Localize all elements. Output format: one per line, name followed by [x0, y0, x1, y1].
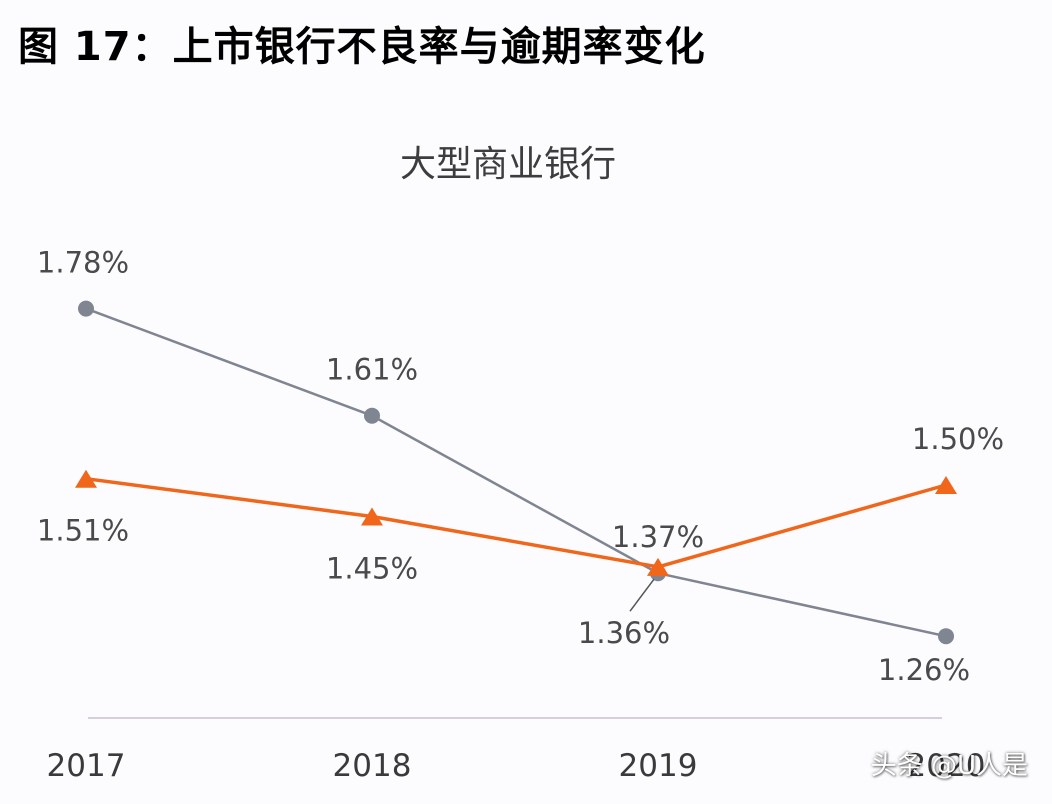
data-label-series-1-2018: 1.45%	[326, 552, 418, 586]
data-labels: 1.78% 1.61% 1.36% 1.26% 1.51% 1.45% 1.37% 1.50%	[37, 246, 1004, 688]
data-label-series-0-2018: 1.61%	[326, 353, 418, 387]
watermark-text: 头条 @U人是	[870, 751, 1028, 781]
series-lines	[85, 307, 947, 638]
series-0-point-2020	[938, 628, 954, 645]
series-line-1	[85, 476, 947, 569]
leader-line-2019	[629, 578, 655, 612]
data-label-series-0-2020: 1.26%	[878, 653, 970, 687]
series-1-point-2020	[935, 476, 957, 494]
data-label-series-1-2020: 1.50%	[912, 422, 1004, 456]
x-tick-label-2020: 2020	[907, 748, 986, 784]
data-label-series-0-2019: 1.36%	[578, 616, 670, 650]
series-line-0	[85, 307, 947, 638]
x-tick-label-2017: 2017	[47, 748, 126, 784]
x-tick-labels: 2017 2018 2019 2020	[47, 748, 986, 784]
series-1-point-2019	[647, 557, 669, 576]
figure-title: 图 17：上市银行不良率与逾期率变化	[18, 24, 706, 70]
chart-title: 大型商业银行	[400, 144, 616, 185]
data-label-series-0-2017: 1.78%	[37, 246, 129, 280]
series-1-point-2018	[361, 507, 383, 526]
x-tick-label-2018: 2018	[333, 748, 412, 784]
data-label-series-1-2017: 1.51%	[37, 514, 129, 548]
series-1-point-2017	[75, 469, 97, 488]
series-0-point-2018	[364, 407, 380, 424]
series-0-point-2017	[78, 300, 94, 317]
series-markers	[75, 300, 957, 645]
x-tick-label-2019: 2019	[619, 748, 698, 784]
data-label-series-1-2019: 1.37%	[612, 520, 704, 554]
